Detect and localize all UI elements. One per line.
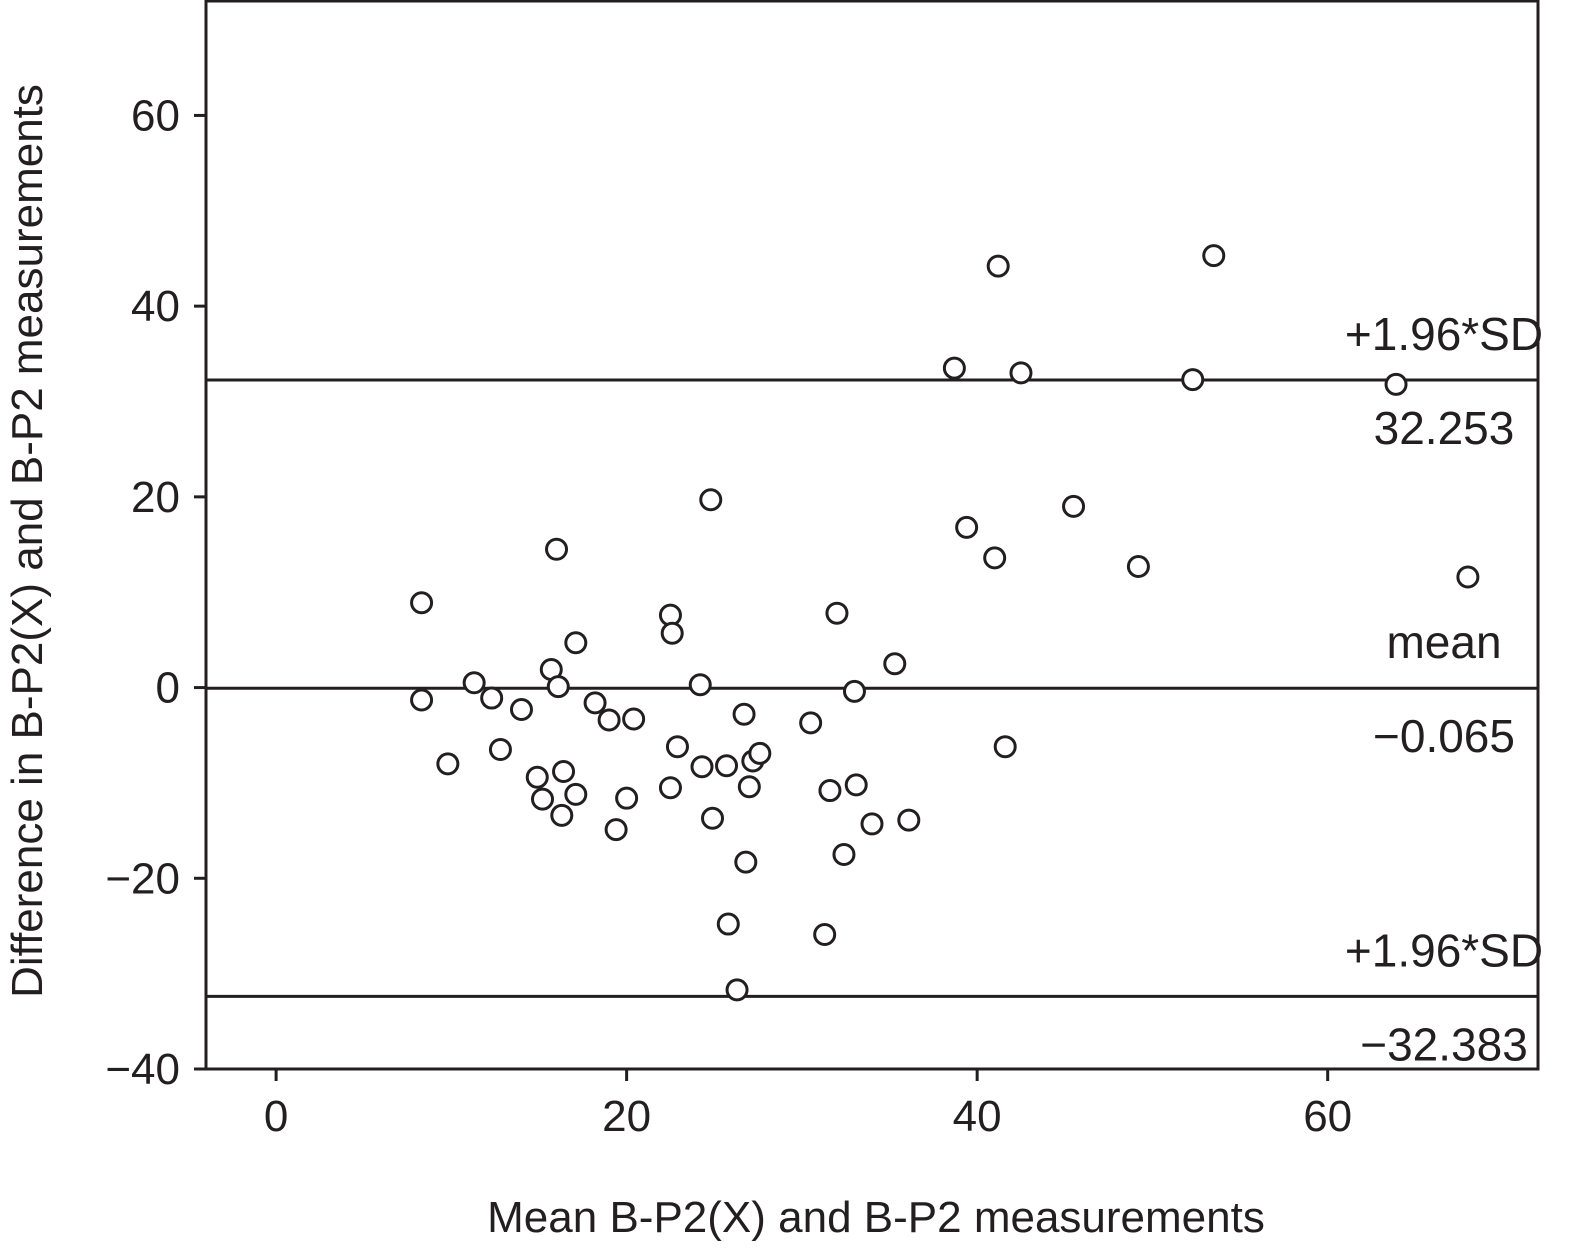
data-point bbox=[665, 735, 689, 759]
reference-label-lower: +1.96*SD bbox=[1345, 924, 1543, 976]
data-point bbox=[509, 698, 533, 722]
data-points bbox=[410, 244, 1480, 1002]
reference-label-mean: mean bbox=[1386, 616, 1501, 668]
data-point bbox=[546, 675, 570, 699]
reference-value-lower: −32.383 bbox=[1360, 1018, 1528, 1070]
data-point bbox=[597, 708, 621, 732]
data-point bbox=[545, 537, 569, 561]
data-point bbox=[531, 787, 555, 811]
data-point bbox=[436, 752, 460, 776]
data-point bbox=[701, 806, 725, 830]
data-point bbox=[552, 759, 576, 783]
data-point bbox=[818, 779, 842, 803]
x-tick-label: 60 bbox=[1303, 1092, 1352, 1141]
data-point bbox=[1181, 368, 1205, 392]
reference-value-upper: 32.253 bbox=[1374, 402, 1515, 454]
data-point bbox=[1202, 244, 1226, 268]
plot-frame bbox=[204, 0, 1540, 1071]
y-tick-label: 40 bbox=[131, 282, 180, 331]
data-point bbox=[748, 741, 772, 765]
data-point bbox=[1384, 372, 1408, 396]
data-point bbox=[699, 488, 723, 512]
y-tick-label: 0 bbox=[156, 664, 180, 713]
data-point bbox=[799, 711, 823, 735]
data-point bbox=[942, 356, 966, 380]
x-tick-label: 20 bbox=[602, 1092, 651, 1141]
data-point bbox=[488, 738, 512, 762]
data-point bbox=[832, 842, 856, 866]
data-point bbox=[583, 691, 607, 715]
data-point bbox=[983, 546, 1007, 570]
reference-value-mean: −0.065 bbox=[1373, 710, 1515, 762]
data-point bbox=[955, 515, 979, 539]
data-point bbox=[737, 775, 761, 799]
data-point bbox=[883, 652, 907, 676]
data-point bbox=[842, 679, 866, 703]
data-point bbox=[564, 631, 588, 655]
data-point bbox=[993, 735, 1017, 759]
reference-lines: +1.96*SD 32.253 mean −0.065 +1.96*SD −32.383 bbox=[206, 308, 1543, 1070]
data-point bbox=[410, 591, 434, 615]
data-point bbox=[844, 773, 868, 797]
data-point bbox=[462, 671, 486, 695]
y-tick-label: 60 bbox=[131, 91, 180, 140]
data-point bbox=[690, 755, 714, 779]
y-tick-label: −20 bbox=[105, 854, 180, 903]
x-tick-label: 0 bbox=[264, 1092, 288, 1141]
data-point bbox=[410, 688, 434, 712]
data-point bbox=[622, 707, 646, 731]
reference-label-upper: +1.96*SD bbox=[1345, 308, 1543, 360]
data-point bbox=[734, 850, 758, 874]
data-point bbox=[564, 782, 588, 806]
x-axis: 0 20 40 60 bbox=[264, 1069, 1352, 1141]
data-point bbox=[1456, 565, 1480, 589]
data-point bbox=[550, 803, 574, 827]
data-point bbox=[525, 765, 549, 789]
y-tick-label: 20 bbox=[131, 473, 180, 522]
data-point bbox=[480, 686, 504, 710]
y-axis: −40 −20 0 20 40 60 bbox=[105, 91, 206, 1094]
data-point bbox=[716, 912, 740, 936]
data-point bbox=[725, 978, 749, 1002]
data-point bbox=[825, 601, 849, 625]
data-point bbox=[658, 776, 682, 800]
data-point bbox=[1062, 494, 1086, 518]
data-point bbox=[860, 812, 884, 836]
data-point bbox=[1009, 361, 1033, 385]
x-axis-title: Mean B-P2(X) and B-P2 measurements bbox=[487, 1193, 1265, 1242]
data-point bbox=[660, 621, 684, 645]
data-point bbox=[732, 702, 756, 726]
data-point bbox=[715, 754, 739, 778]
y-axis-title: Difference in B-P2(X) and B-P2 measureme… bbox=[3, 84, 52, 998]
data-point bbox=[986, 254, 1010, 278]
x-tick-label: 40 bbox=[953, 1092, 1002, 1141]
data-point bbox=[1126, 554, 1150, 578]
y-tick-label: −40 bbox=[105, 1045, 180, 1094]
data-point bbox=[688, 673, 712, 697]
data-point bbox=[615, 786, 639, 810]
data-point bbox=[897, 808, 921, 832]
data-point bbox=[813, 923, 837, 947]
data-point bbox=[604, 818, 628, 842]
